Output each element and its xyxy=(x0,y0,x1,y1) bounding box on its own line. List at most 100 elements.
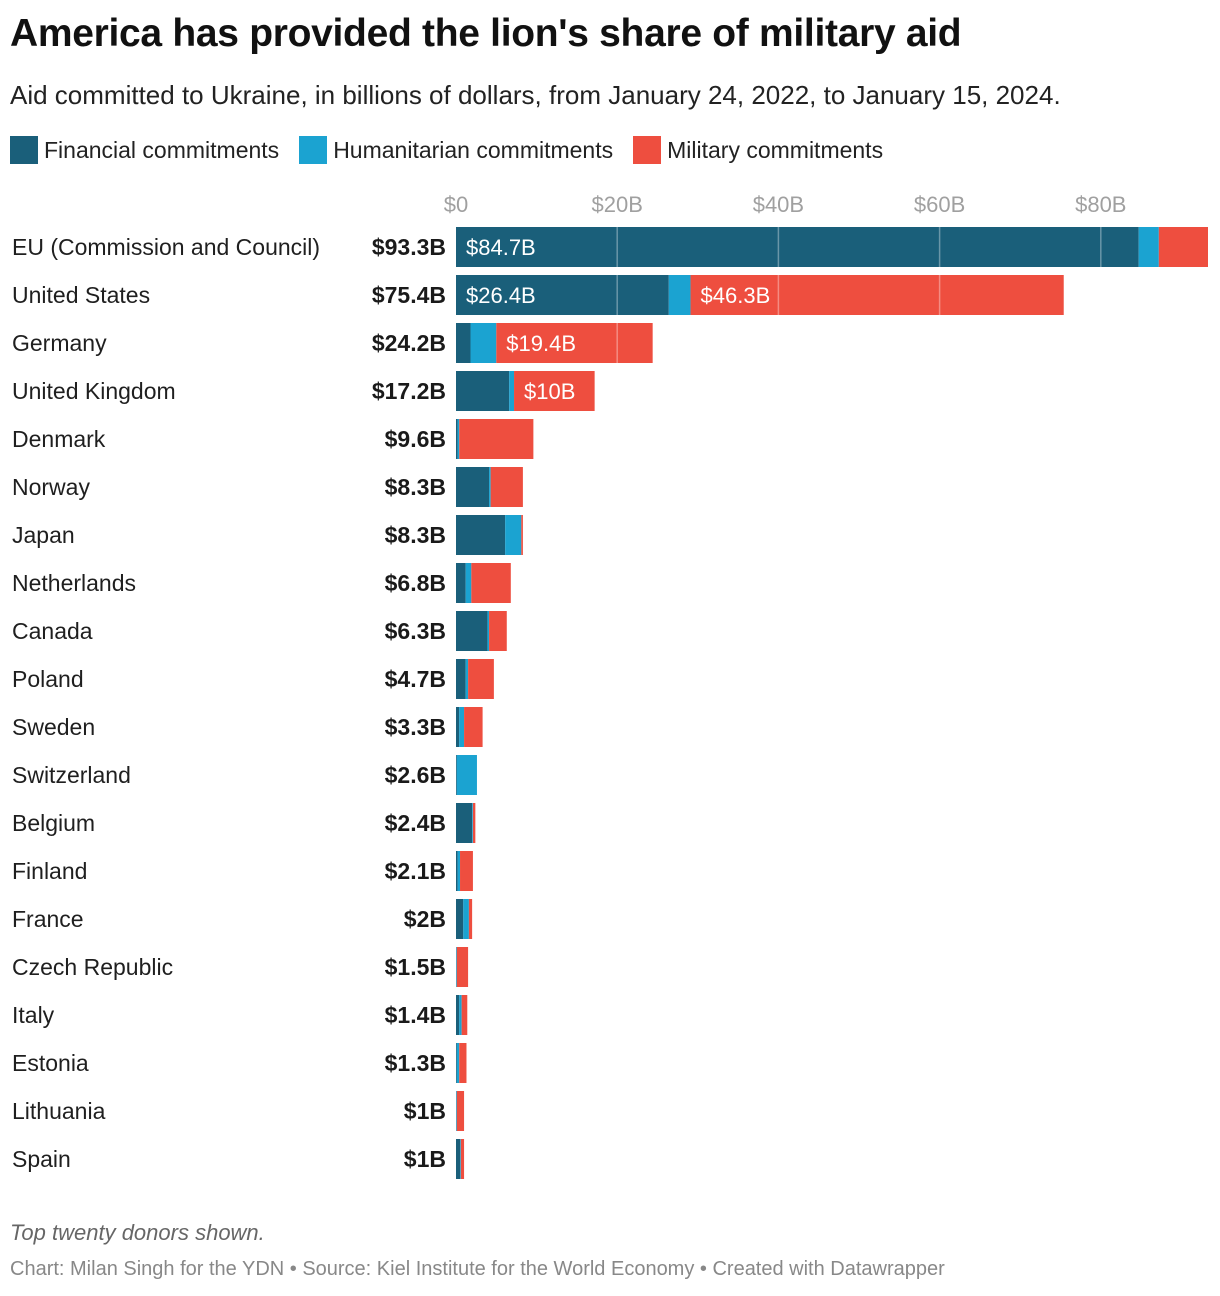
total-label: $2.1B xyxy=(385,858,446,884)
total-label: $1.5B xyxy=(385,954,446,980)
category-label: Norway xyxy=(12,474,90,500)
chart-subtitle: Aid committed to Ukraine, in billions of… xyxy=(10,80,1061,110)
bar-segment-financial-commitments xyxy=(456,755,457,795)
chart-title: America has provided the lion's share of… xyxy=(10,12,962,55)
legend-item-humanitarian: Humanitarian commitments xyxy=(299,136,613,164)
bar-value-label: $10B xyxy=(524,379,575,404)
bar-segment-military-commitments xyxy=(496,323,653,363)
category-label: Germany xyxy=(12,330,107,356)
bar-segment-humanitarian-commitments xyxy=(465,563,472,603)
bar-segment-humanitarian-commitments xyxy=(456,1091,457,1131)
bar-segment-financial-commitments xyxy=(456,659,466,699)
bar-segment-financial-commitments xyxy=(456,275,669,315)
legend-item-military: Military commitments xyxy=(633,136,883,164)
bar-segment-military-commitments xyxy=(521,515,523,555)
legend-swatch-financial xyxy=(10,136,38,164)
bar-segment-financial-commitments xyxy=(456,707,460,747)
total-label: $2B xyxy=(404,906,446,932)
bar-segment-humanitarian-commitments xyxy=(509,371,515,411)
bar-segment-humanitarian-commitments xyxy=(470,323,497,363)
bar-segment-financial-commitments xyxy=(456,563,466,603)
bar-segment-military-commitments xyxy=(468,659,494,699)
total-label: $8.3B xyxy=(385,474,446,500)
legend-swatch-humanitarian xyxy=(299,136,328,164)
total-label: $1B xyxy=(404,1146,446,1172)
bar-segment-military-commitments xyxy=(464,707,483,747)
legend-item-financial: Financial commitments xyxy=(10,136,279,164)
total-label: $8.3B xyxy=(385,522,446,548)
category-label: Switzerland xyxy=(12,762,131,788)
total-label: $24.2B xyxy=(372,330,446,356)
bar-segment-financial-commitments xyxy=(456,323,471,363)
category-label: Belgium xyxy=(12,810,95,836)
category-label: Spain xyxy=(12,1146,71,1172)
chart-note: Top twenty donors shown. xyxy=(10,1220,265,1245)
category-label: Poland xyxy=(12,666,84,692)
bars-group xyxy=(456,227,1208,1179)
bar-value-label: $46.3B xyxy=(701,283,771,308)
bar-segment-military-commitments xyxy=(459,1043,467,1083)
x-tick-label: $60B xyxy=(914,192,965,217)
bar-segment-humanitarian-commitments xyxy=(456,755,477,795)
bar-segment-humanitarian-commitments xyxy=(487,611,490,651)
bar-segment-humanitarian-commitments xyxy=(456,1043,460,1083)
total-label: $3.3B xyxy=(385,714,446,740)
total-label: $75.4B xyxy=(372,282,446,308)
bar-segment-financial-commitments xyxy=(456,995,460,1035)
bar-segment-humanitarian-commitments xyxy=(465,659,469,699)
bar-chart: $0 $20B $40B $60B $80B EU (Commission and Cou… xyxy=(12,192,1208,1179)
bar-segment-financial-commitments xyxy=(456,467,490,507)
category-label: Sweden xyxy=(12,714,95,740)
bar-segment-military-commitments xyxy=(456,1091,465,1131)
total-label: $1.4B xyxy=(385,1002,446,1028)
category-label: Netherlands xyxy=(12,570,136,596)
bar-segment-military-commitments xyxy=(1158,227,1208,267)
total-label: $9.6B xyxy=(385,426,446,452)
bar-value-label: $19.4B xyxy=(506,331,576,356)
category-label: Finland xyxy=(12,858,87,884)
bar-segment-military-commitments xyxy=(690,275,1064,315)
bar-segment-military-commitments xyxy=(472,803,476,843)
category-label: France xyxy=(12,906,84,932)
bar-segment-financial-commitments xyxy=(456,227,1139,267)
bar-segment-financial-commitments xyxy=(456,1043,457,1083)
chart-credit: Chart: Milan Singh for the YDN • Source:… xyxy=(10,1258,945,1280)
legend-label-humanitarian: Humanitarian commitments xyxy=(333,136,614,163)
bar-segment-financial-commitments xyxy=(456,803,473,843)
total-label: $17.2B xyxy=(372,378,446,404)
bar-segment-financial-commitments xyxy=(456,371,510,411)
bar-segment-financial-commitments xyxy=(456,851,458,891)
category-label: EU (Commission and Council) xyxy=(12,234,320,260)
bar-segment-humanitarian-commitments xyxy=(457,851,461,891)
total-label: $2.6B xyxy=(385,762,446,788)
bar-segment-military-commitments xyxy=(490,467,523,507)
total-label: $93.3B xyxy=(372,234,446,260)
category-label: Czech Republic xyxy=(12,954,173,980)
bar-segment-humanitarian-commitments xyxy=(505,515,522,555)
bar-segment-humanitarian-commitments xyxy=(456,947,457,987)
legend-label-military: Military commitments xyxy=(667,136,884,163)
total-label: $6.3B xyxy=(385,618,446,644)
category-label: Lithuania xyxy=(12,1098,106,1124)
category-label: Canada xyxy=(12,618,93,644)
bar-segment-humanitarian-commitments xyxy=(459,707,465,747)
bar-value-label: $26.4B xyxy=(466,283,536,308)
bar-segment-military-commitments xyxy=(468,899,473,939)
category-label: Denmark xyxy=(12,426,106,452)
total-label: $6.8B xyxy=(385,570,446,596)
bar-segment-humanitarian-commitments xyxy=(457,419,460,459)
total-label: $1B xyxy=(404,1098,446,1124)
bar-segment-military-commitments xyxy=(459,419,534,459)
x-tick-label: $40B xyxy=(753,192,804,217)
bar-segment-financial-commitments xyxy=(456,515,506,555)
legend-swatch-military xyxy=(633,136,662,164)
category-label: Italy xyxy=(12,1002,55,1028)
bar-segment-humanitarian-commitments xyxy=(489,467,491,507)
category-label: Japan xyxy=(12,522,75,548)
bar-segment-financial-commitments xyxy=(456,1139,461,1179)
bar-segment-humanitarian-commitments xyxy=(472,803,473,843)
bar-segment-military-commitments xyxy=(460,1139,465,1179)
bar-value-label: $84.7B xyxy=(466,235,536,260)
bar-segment-military-commitments xyxy=(461,995,468,1035)
bar-segment-military-commitments xyxy=(460,851,473,891)
